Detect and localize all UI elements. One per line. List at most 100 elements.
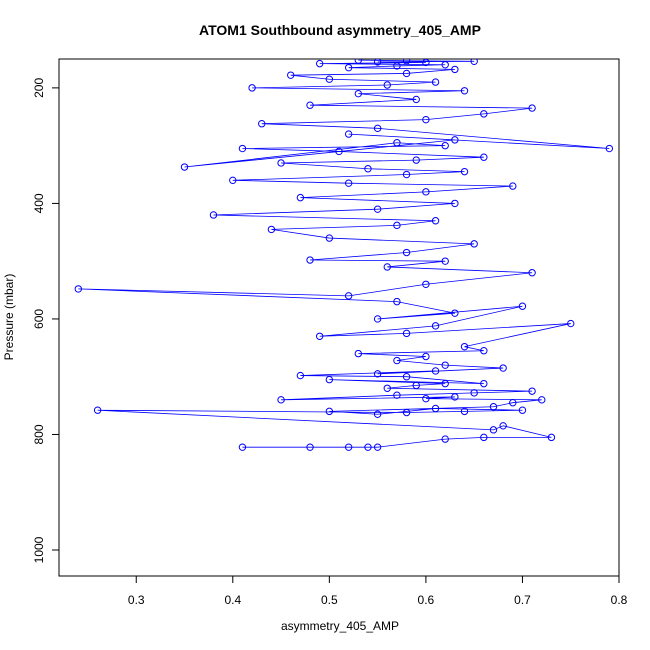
data-point	[451, 65, 459, 74]
data-point	[402, 408, 411, 417]
data-point	[547, 433, 556, 442]
data-point	[480, 347, 488, 355]
data-point	[460, 87, 469, 95]
data-point	[402, 59, 411, 65]
data-point	[344, 130, 353, 138]
data-point	[344, 63, 353, 72]
data-point	[373, 443, 382, 451]
data-point	[402, 373, 411, 381]
data-point	[460, 167, 469, 176]
data-point	[393, 356, 401, 365]
data-point	[499, 422, 507, 430]
data-point	[441, 257, 449, 265]
x-tick-label: 0.4	[224, 593, 241, 607]
data-point	[248, 84, 256, 92]
data-point	[373, 205, 382, 213]
data-point	[373, 59, 382, 66]
data-point	[412, 381, 420, 390]
data-point	[335, 147, 343, 156]
data-point	[325, 234, 334, 242]
data-point	[373, 370, 382, 378]
data-point	[393, 221, 401, 230]
data-point	[480, 110, 488, 118]
data-point	[441, 435, 449, 443]
data-point	[480, 433, 488, 442]
data-point	[364, 165, 372, 173]
data-point	[422, 352, 430, 361]
y-tick-label: 1000	[32, 536, 46, 563]
data-point	[509, 399, 517, 407]
data-point	[402, 170, 411, 179]
data-point	[605, 144, 614, 153]
data-point	[229, 176, 237, 185]
data-point	[470, 59, 478, 66]
data-point	[277, 159, 285, 167]
data-point	[422, 59, 430, 67]
data-point	[412, 95, 420, 104]
data-point	[480, 153, 488, 161]
data-point	[287, 71, 295, 79]
data-point	[344, 443, 353, 451]
data-point	[422, 280, 430, 288]
data-point	[567, 319, 575, 328]
data-point	[489, 403, 498, 411]
data-point	[238, 144, 247, 153]
data-point	[74, 285, 83, 293]
data-point	[325, 407, 334, 416]
data-point	[277, 396, 285, 404]
y-tick-label: 600	[32, 309, 46, 329]
data-point	[393, 391, 401, 399]
data-point	[383, 384, 391, 392]
data-point	[441, 141, 449, 150]
data-point	[528, 104, 536, 112]
data-point	[315, 332, 324, 340]
y-tick-label: 800	[32, 424, 46, 444]
data-point	[451, 136, 459, 144]
data-point	[499, 364, 507, 372]
x-tick-label: 0.7	[514, 593, 531, 607]
data-point	[383, 263, 391, 271]
data-point	[460, 407, 469, 416]
data-point	[373, 315, 382, 323]
data-point	[489, 426, 498, 434]
data-point	[373, 410, 382, 418]
data-point	[528, 387, 536, 395]
data-point	[344, 179, 353, 187]
data-point	[538, 396, 546, 404]
data-point	[431, 367, 440, 375]
data-point	[393, 297, 401, 306]
data-point	[431, 322, 440, 330]
x-tick-label: 0.6	[418, 593, 435, 607]
data-point	[441, 361, 449, 369]
x-axis-label: asymmetry_405_AMP	[281, 619, 399, 633]
data-point	[306, 101, 314, 109]
data-point	[209, 211, 218, 219]
chart-title: ATOM1 Southbound asymmetry_405_AMP	[199, 22, 481, 38]
data-point	[354, 59, 363, 64]
data-point	[431, 78, 440, 86]
data-point	[402, 248, 411, 257]
x-tick-label: 0.5	[321, 593, 338, 607]
x-tick-label: 0.8	[611, 593, 628, 607]
x-tick-label: 0.3	[128, 593, 145, 607]
x-axis: 0.3 0.4 0.5 0.6 0.7 0.8	[128, 575, 628, 607]
data-point	[422, 394, 430, 403]
data-point	[296, 371, 305, 380]
y-tick-label: 200	[32, 78, 46, 98]
data-point	[431, 404, 440, 413]
data-point	[451, 199, 459, 208]
data-point	[470, 240, 478, 248]
data-point	[364, 443, 372, 451]
y-axis-label: Pressure (mbar)	[2, 274, 16, 361]
data-point	[451, 309, 459, 317]
data-point	[451, 393, 459, 401]
data-point	[470, 389, 478, 397]
data-point	[412, 156, 420, 164]
data-point	[344, 292, 353, 300]
data-point	[460, 342, 469, 351]
data-point	[306, 256, 314, 264]
y-tick-label: 400	[32, 193, 46, 213]
y-axis: 200 400 600 800 1000	[32, 78, 60, 563]
data-point	[238, 443, 247, 451]
